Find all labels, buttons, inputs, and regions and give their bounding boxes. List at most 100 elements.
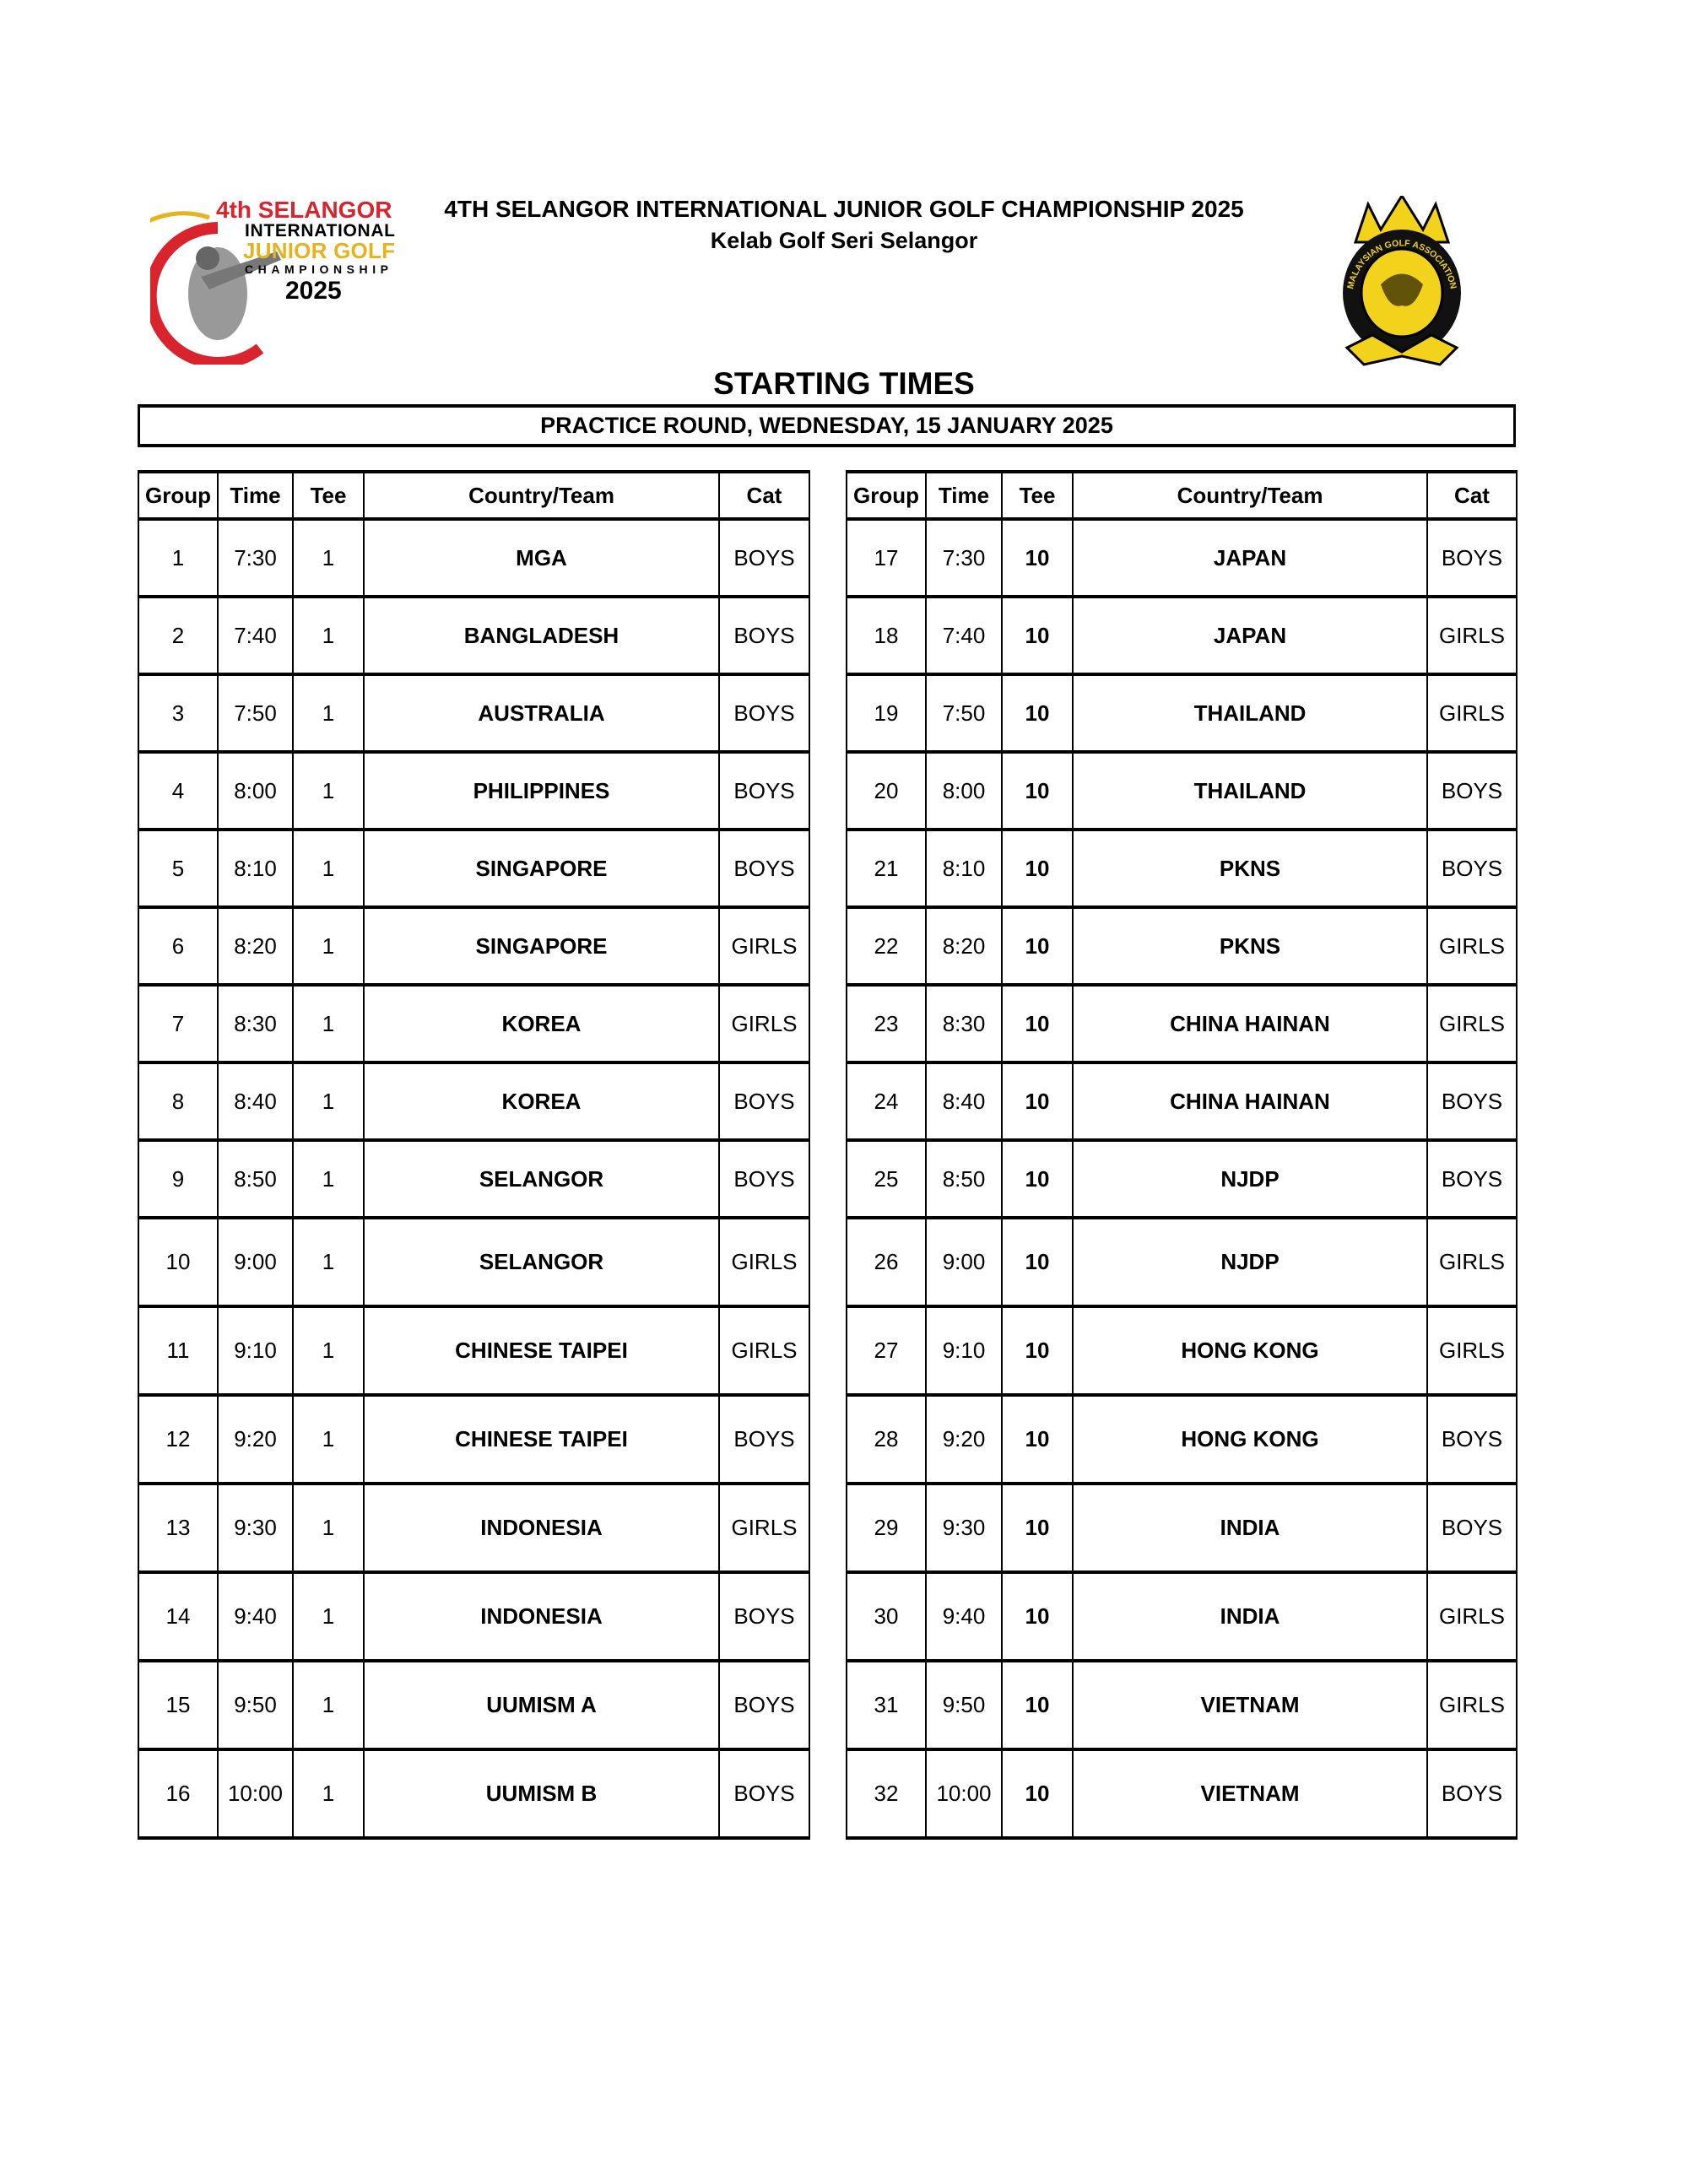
time-cell: 9:40 [217, 1570, 294, 1662]
tee-cell: 10 [1001, 1393, 1074, 1485]
group-cell: 11 [138, 1305, 219, 1397]
header-row: Group Time Tee Country/Team Cat [846, 470, 1518, 521]
svg-text:INTERNATIONAL: INTERNATIONAL [245, 221, 395, 241]
tee-cell: 1 [292, 1393, 365, 1485]
table-row: 31 9:50 10 VIETNAM GIRLS [846, 1659, 1518, 1751]
table-row: 11 9:10 1 CHINESE TAIPEI GIRLS [138, 1305, 810, 1397]
svg-text:2025: 2025 [285, 277, 342, 305]
tee-cell: 1 [292, 983, 365, 1064]
cat-cell: GIRLS [1426, 595, 1518, 676]
col-group: Group [846, 470, 927, 521]
table-row: 9 8:50 1 SELANGOR BOYS [138, 1138, 810, 1219]
group-cell: 15 [138, 1659, 219, 1751]
cat-cell: GIRLS [1426, 905, 1518, 987]
mga-crest-logo: MALAYSIAN GOLF ASSOCIATION [1343, 196, 1461, 366]
col-time: Time [925, 470, 1003, 521]
cat-cell: GIRLS [1426, 1305, 1518, 1397]
tee-cell: 1 [292, 750, 365, 831]
group-cell: 23 [846, 983, 927, 1064]
time-cell: 9:50 [217, 1659, 294, 1751]
group-cell: 20 [846, 750, 927, 831]
table-row: 29 9:30 10 INDIA BOYS [846, 1482, 1518, 1574]
time-cell: 9:30 [217, 1482, 294, 1574]
team-cell: THAILAND [1072, 750, 1428, 831]
group-cell: 28 [846, 1393, 927, 1485]
cat-cell: GIRLS [718, 1482, 810, 1574]
table-row: 7 8:30 1 KOREA GIRLS [138, 983, 810, 1064]
team-cell: HONG KONG [1072, 1393, 1428, 1485]
time-cell: 9:10 [217, 1305, 294, 1397]
table-row: 19 7:50 10 THAILAND GIRLS [846, 673, 1518, 754]
tee-cell: 10 [1001, 673, 1074, 754]
cat-cell: BOYS [718, 1138, 810, 1219]
group-cell: 27 [846, 1305, 927, 1397]
team-cell: MGA [363, 517, 720, 598]
group-cell: 18 [846, 595, 927, 676]
cat-cell: GIRLS [1426, 1216, 1518, 1308]
time-cell: 8:10 [925, 828, 1003, 909]
tee-cell: 1 [292, 673, 365, 754]
tee-cell: 10 [1001, 983, 1074, 1064]
team-cell: UUMISM B [363, 1748, 720, 1840]
group-cell: 12 [138, 1393, 219, 1485]
header-row: Group Time Tee Country/Team Cat [138, 470, 810, 521]
team-cell: CHINA HAINAN [1072, 983, 1428, 1064]
cat-cell: BOYS [718, 1061, 810, 1142]
team-cell: SELANGOR [363, 1138, 720, 1219]
group-cell: 25 [846, 1138, 927, 1219]
team-cell: NJDP [1072, 1138, 1428, 1219]
time-cell: 9:10 [925, 1305, 1003, 1397]
cat-cell: BOYS [1426, 1061, 1518, 1142]
cat-cell: BOYS [1426, 517, 1518, 598]
group-cell: 17 [846, 517, 927, 598]
cat-cell: BOYS [718, 750, 810, 831]
table-row: 20 8:00 10 THAILAND BOYS [846, 750, 1518, 831]
team-cell: UUMISM A [363, 1659, 720, 1751]
table-row: 10 9:00 1 SELANGOR GIRLS [138, 1216, 810, 1308]
cat-cell: GIRLS [1426, 983, 1518, 1064]
tee-cell: 10 [1001, 1305, 1074, 1397]
table-row: 15 9:50 1 UUMISM A BOYS [138, 1659, 810, 1751]
time-cell: 9:50 [925, 1659, 1003, 1751]
svg-text:4th SELANGOR: 4th SELANGOR [216, 197, 392, 223]
team-cell: CHINESE TAIPEI [363, 1393, 720, 1485]
cat-cell: GIRLS [1426, 673, 1518, 754]
time-cell: 8:00 [925, 750, 1003, 831]
table-row: 26 9:00 10 NJDP GIRLS [846, 1216, 1518, 1308]
group-cell: 8 [138, 1061, 219, 1142]
group-cell: 31 [846, 1659, 927, 1751]
time-cell: 9:00 [925, 1216, 1003, 1308]
table-row: 2 7:40 1 BANGLADESH BOYS [138, 595, 810, 676]
tee-cell: 1 [292, 595, 365, 676]
table-row: 8 8:40 1 KOREA BOYS [138, 1061, 810, 1142]
venue: Kelab Golf Seri Selangor [710, 228, 978, 253]
cat-cell: GIRLS [1426, 1570, 1518, 1662]
svg-text:CHAMPIONSHIP: CHAMPIONSHIP [245, 262, 388, 276]
cat-cell: BOYS [718, 828, 810, 909]
group-cell: 26 [846, 1216, 927, 1308]
team-cell: INDIA [1072, 1482, 1428, 1574]
team-cell: VIETNAM [1072, 1748, 1428, 1840]
team-cell: PKNS [1072, 828, 1428, 909]
tee-cell: 1 [292, 1748, 365, 1840]
time-cell: 10:00 [217, 1748, 294, 1840]
time-cell: 8:20 [925, 905, 1003, 987]
tee-cell: 1 [292, 1305, 365, 1397]
group-cell: 22 [846, 905, 927, 987]
tee-cell: 10 [1001, 1570, 1074, 1662]
time-cell: 8:40 [925, 1061, 1003, 1142]
cat-cell: BOYS [718, 1748, 810, 1840]
time-cell: 7:50 [925, 673, 1003, 754]
team-cell: INDONESIA [363, 1570, 720, 1662]
cat-cell: BOYS [718, 1659, 810, 1751]
table-row: 1 7:30 1 MGA BOYS [138, 517, 810, 598]
tee-cell: 1 [292, 1216, 365, 1308]
table-row: 6 8:20 1 SINGAPORE GIRLS [138, 905, 810, 987]
page-heading: STARTING TIMES [713, 366, 975, 401]
tee-cell: 1 [292, 828, 365, 909]
svg-text:JUNIOR GOLF: JUNIOR GOLF [243, 238, 395, 263]
tee-cell: 1 [292, 1138, 365, 1219]
table-row: 3 7:50 1 AUSTRALIA BOYS [138, 673, 810, 754]
team-cell: BANGLADESH [363, 595, 720, 676]
cat-cell: BOYS [1426, 1393, 1518, 1485]
